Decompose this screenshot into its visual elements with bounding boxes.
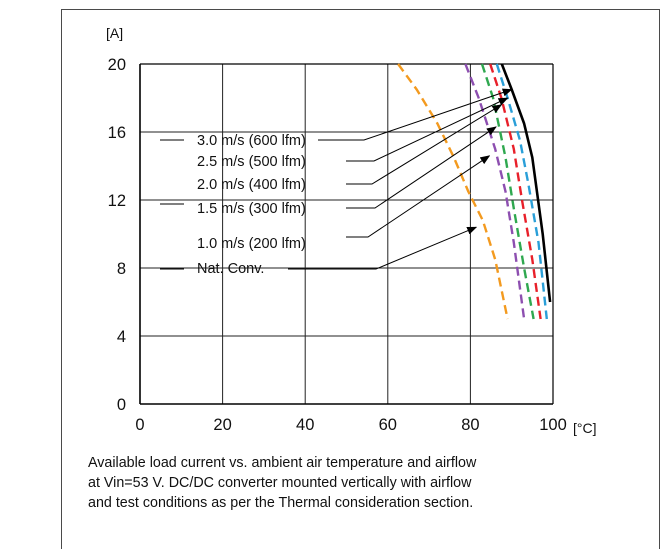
figure-caption: Available load current vs. ambient air t… — [88, 453, 648, 513]
x-axis-label: [°C] — [573, 420, 597, 436]
annotation-arrow — [346, 104, 503, 185]
series-annotation: Nat. Conv. — [197, 261, 264, 277]
chart-frame — [61, 9, 660, 549]
axes — [139, 63, 554, 405]
caption-line-3: and test conditions as per the Thermal c… — [88, 495, 474, 511]
series-annotation: 1.5 m/s (300 lfm) — [197, 201, 306, 217]
annotation-arrow — [318, 88, 513, 141]
series-annotation: 2.0 m/s (400 lfm) — [197, 177, 306, 193]
x-tick-label: 40 — [296, 416, 314, 434]
annotation-arrow — [288, 226, 478, 270]
series-line — [480, 63, 535, 320]
caption-line-2: at Vin=53 V. DC/DC converter mounted ver… — [88, 475, 472, 491]
x-tick-label: 80 — [461, 416, 479, 434]
series-annotation: 2.5 m/s (500 lfm) — [197, 154, 306, 170]
annotation-arrow — [346, 126, 497, 209]
y-tick-label: 16 — [108, 124, 126, 142]
tick-labels: 0 20 40 60 80 100 0 4 8 12 16 20 — [108, 56, 567, 434]
x-tick-label: 100 — [539, 416, 567, 434]
series-annotation: 1.0 m/s (200 lfm) — [197, 236, 306, 252]
annotation-arrow — [346, 155, 491, 238]
caption-line-1: Available load current vs. ambient air t… — [88, 455, 477, 471]
x-tick-label: 0 — [135, 416, 144, 434]
x-tick-label: 20 — [213, 416, 231, 434]
y-axis-label: [A] — [106, 25, 123, 41]
y-tick-label: 20 — [108, 56, 126, 74]
grid — [140, 64, 553, 404]
series-annotation: 3.0 m/s (600 lfm) — [197, 133, 306, 149]
y-tick-label: 4 — [117, 328, 126, 346]
y-tick-label: 8 — [117, 260, 126, 278]
series-line — [500, 63, 552, 303]
y-tick-label: 0 — [117, 396, 126, 414]
series-line — [397, 63, 509, 320]
annotation-arrow — [346, 97, 509, 162]
x-tick-label: 60 — [379, 416, 397, 434]
series-line — [464, 63, 526, 320]
y-tick-label: 12 — [108, 192, 126, 210]
series-line — [489, 63, 542, 320]
annotations: 3.0 m/s (600 lfm) 2.5 m/s (500 lfm) 2.0 m/… — [160, 88, 513, 277]
